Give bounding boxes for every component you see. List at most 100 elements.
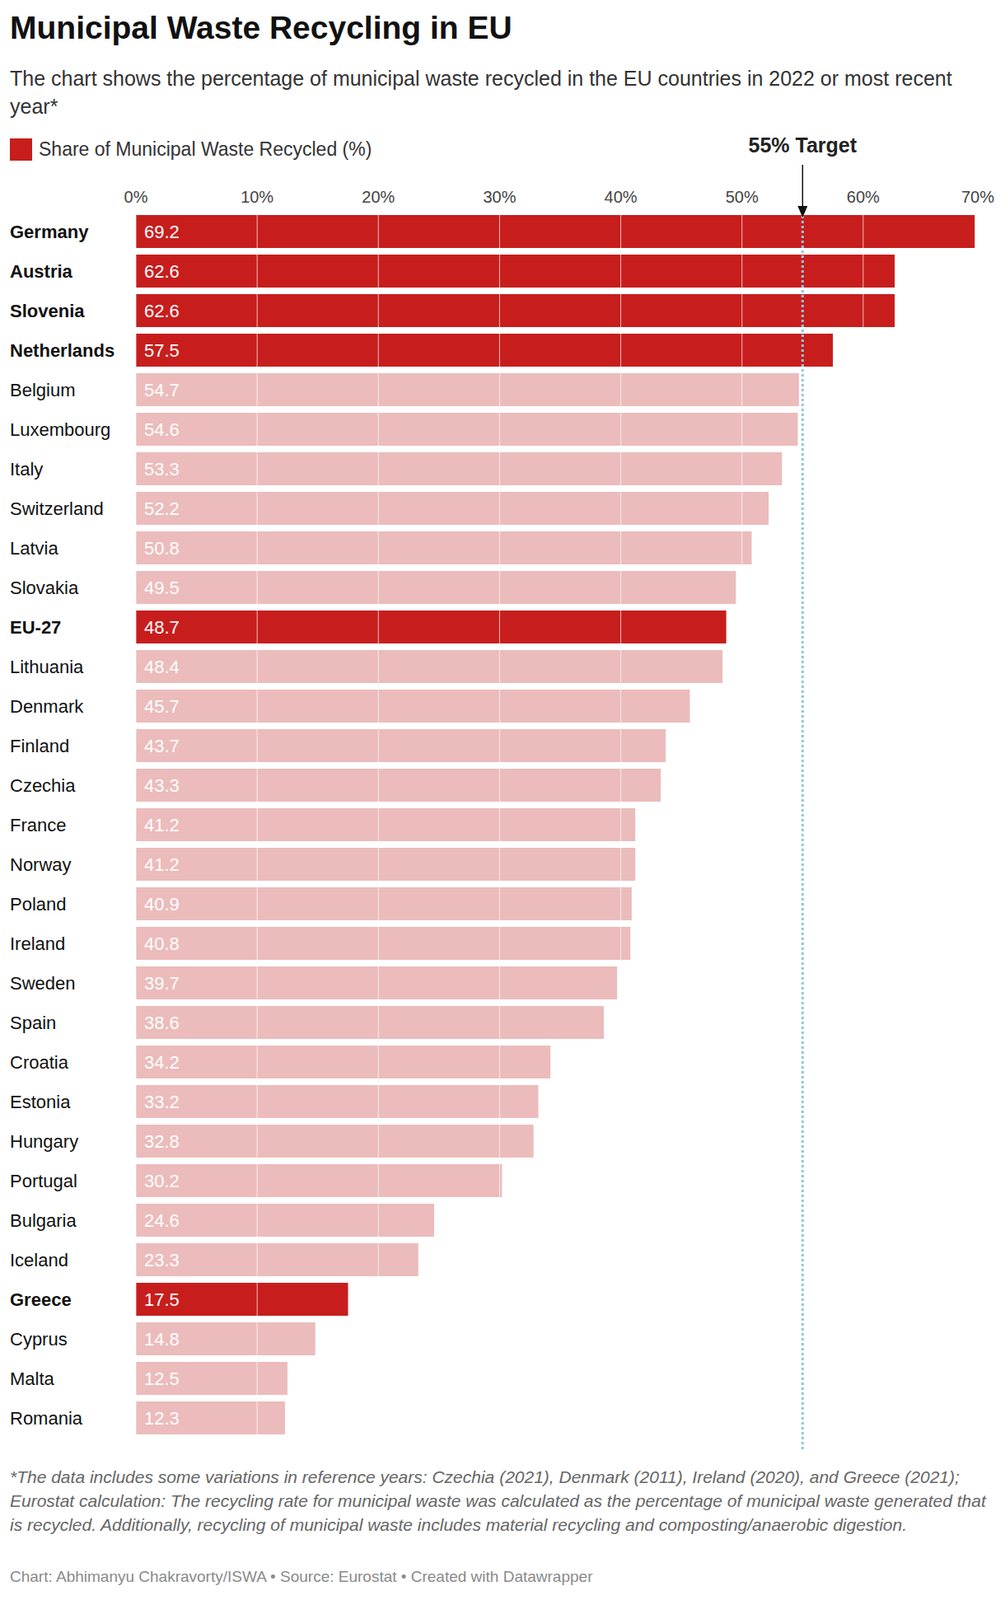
data-label: 33.2 [144, 1091, 180, 1113]
data-label: 52.2 [144, 498, 180, 519]
category-label: Malta [9, 1368, 56, 1389]
bar [135, 373, 800, 407]
data-label: 62.6 [144, 261, 180, 282]
data-label: 12.3 [144, 1407, 180, 1429]
category-label: Iceland [9, 1249, 69, 1271]
data-label: 45.7 [144, 696, 180, 717]
data-label: 48.7 [144, 617, 180, 638]
grid-line [862, 215, 864, 1435]
target-label: 55% Target [748, 133, 858, 157]
grid-line [499, 215, 501, 1435]
target-arrowhead [797, 205, 808, 218]
bar [135, 570, 736, 604]
category-label: Spain [9, 1012, 57, 1034]
data-label: 50.8 [144, 537, 180, 559]
category-label: Portugal [9, 1170, 78, 1192]
bar [135, 610, 727, 644]
bar [135, 1163, 502, 1197]
grid-line [984, 215, 986, 1435]
bar [135, 689, 690, 723]
data-label: 54.6 [144, 419, 180, 440]
bar [135, 847, 636, 881]
target-arrow [802, 164, 804, 208]
chart: 0%10%20%30%40%50%60%70%GermanyAustriaSlo… [0, 0, 1005, 1600]
bar [135, 1203, 435, 1237]
target-line [801, 215, 804, 1451]
bar [135, 1243, 419, 1277]
data-label: 12.5 [144, 1368, 180, 1389]
bar [135, 1282, 349, 1316]
bar [135, 1322, 316, 1356]
data-label: 23.3 [144, 1249, 180, 1271]
data-label: 40.9 [144, 893, 180, 915]
tick-label: 0% [124, 187, 149, 206]
category-label: Switzerland [9, 498, 104, 519]
category-label: Croatia [9, 1051, 70, 1073]
bar [135, 926, 631, 960]
grid-line [741, 215, 743, 1435]
bar [135, 1005, 604, 1039]
grid-line [378, 215, 379, 1435]
category-label: Austria [9, 261, 74, 282]
bar [135, 887, 632, 921]
bar [135, 254, 895, 288]
bar [135, 294, 895, 328]
data-label: 53.3 [144, 458, 180, 480]
data-label: 57.5 [144, 340, 180, 361]
legend-label: Share of Municipal Waste Recycled (%) [38, 138, 372, 161]
subtitle: The chart shows the percentage of munici… [9, 64, 995, 121]
bar [135, 215, 975, 248]
footnote: *The data includes some variations in re… [9, 1464, 995, 1537]
category-label: Norway [9, 854, 72, 875]
bar [135, 966, 618, 1000]
tick-label: 30% [482, 187, 516, 206]
data-label: 17.5 [144, 1289, 180, 1310]
data-label: 48.4 [144, 656, 180, 678]
tick-label: 70% [961, 187, 995, 206]
source: Chart: Abhimanyu Chakravorty/ISWA • Sour… [9, 1567, 593, 1586]
tick-label: 60% [846, 187, 880, 206]
data-label: 24.6 [144, 1210, 180, 1231]
category-label: Sweden [9, 972, 76, 994]
bar [135, 1084, 539, 1118]
data-label: 34.2 [144, 1051, 180, 1073]
category-label: Netherlands [9, 340, 115, 361]
data-label: 49.5 [144, 577, 180, 599]
data-label: 41.2 [144, 854, 180, 875]
bar [135, 808, 636, 842]
tick-label: 50% [725, 187, 759, 206]
data-label: 14.8 [144, 1328, 180, 1350]
data-label: 39.7 [144, 972, 180, 994]
category-label: Estonia [9, 1091, 71, 1113]
data-label: 43.3 [144, 775, 180, 796]
data-label: 54.7 [144, 379, 180, 401]
bar [135, 491, 769, 525]
category-label: France [9, 814, 66, 836]
category-label: Romania [9, 1407, 84, 1429]
category-label: Slovenia [9, 300, 85, 322]
bar [135, 452, 782, 486]
tick-label: 10% [240, 187, 274, 206]
data-label: 38.6 [144, 1012, 180, 1034]
data-label: 41.2 [144, 814, 180, 836]
category-label: Hungary [9, 1131, 79, 1152]
data-label: 40.8 [144, 933, 180, 954]
data-label: 43.7 [144, 735, 180, 757]
bar [135, 333, 833, 367]
category-label: EU-27 [9, 617, 61, 638]
tick-label: 40% [604, 187, 638, 206]
category-label: Greece [9, 1289, 72, 1310]
grid-line [620, 215, 622, 1435]
data-label: 30.2 [144, 1170, 180, 1192]
bar [135, 729, 666, 762]
bars [135, 215, 975, 1435]
title: Municipal Waste Recycling in EU [9, 9, 513, 47]
category-label: Bulgaria [9, 1210, 77, 1231]
category-label: Poland [9, 893, 67, 915]
data-label: 62.6 [144, 300, 180, 322]
bar [135, 649, 723, 683]
bar [135, 1045, 551, 1079]
category-label: Germany [9, 221, 89, 243]
category-label: Cyprus [9, 1328, 68, 1350]
category-label: Italy [9, 458, 43, 480]
